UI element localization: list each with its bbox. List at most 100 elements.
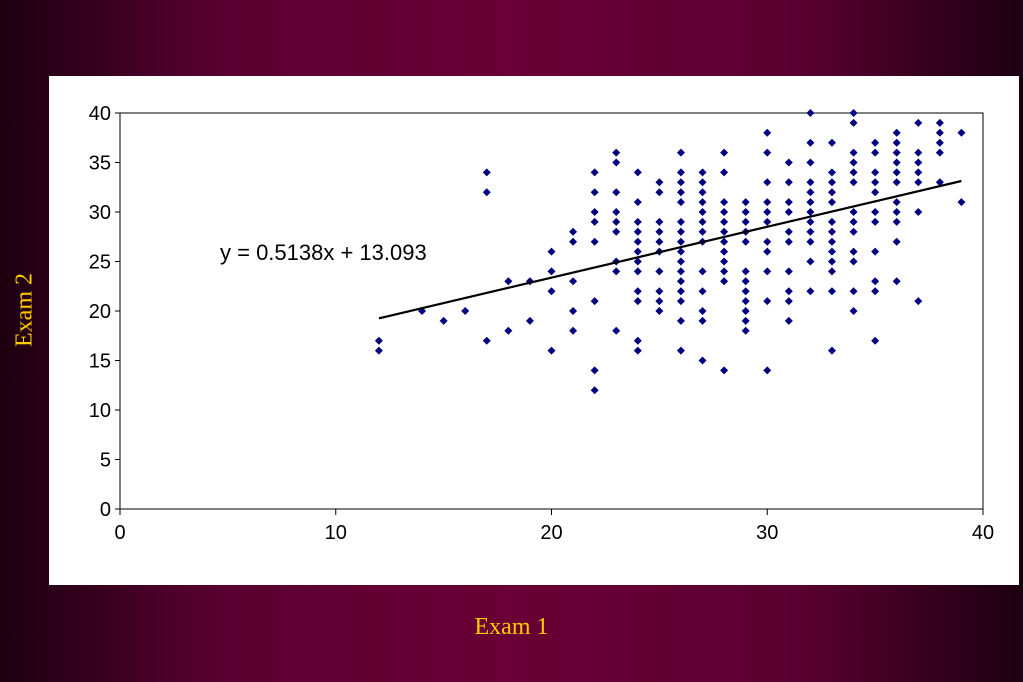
x-tick-label: 10: [325, 522, 347, 544]
data-point: [849, 208, 858, 216]
data-point: [720, 267, 729, 276]
data-point: [871, 247, 880, 256]
data-point: [914, 158, 923, 167]
data-point: [784, 297, 793, 306]
y-tick-label: 10: [89, 400, 111, 422]
data-point: [892, 277, 901, 286]
data-point: [784, 287, 793, 296]
data-point: [741, 287, 750, 296]
data-point: [504, 277, 513, 286]
data-point: [741, 307, 750, 315]
data-point: [676, 346, 685, 355]
data-point: [633, 237, 642, 246]
chart-panel: 0 5 10 15 20 25 30 35 40 0 10 20 30 40 y = 0.5138x +…: [49, 76, 1019, 585]
data-point: [827, 178, 836, 187]
data-point: [935, 148, 944, 157]
data-point: [935, 178, 944, 187]
data-point: [892, 148, 901, 157]
data-point: [720, 168, 729, 177]
data-point: [892, 168, 901, 177]
data-point: [741, 277, 750, 286]
data-point: [784, 178, 793, 187]
data-point: [806, 287, 815, 296]
data-point: [763, 148, 772, 157]
data-point: [892, 208, 901, 216]
data-point: [590, 386, 599, 395]
data-point: [590, 208, 599, 216]
data-point: [439, 316, 448, 325]
data-point: [676, 237, 685, 246]
y-tick-label: 25: [89, 252, 111, 274]
data-point: [849, 227, 858, 236]
data-point: [655, 227, 664, 236]
x-tick-label: 0: [114, 522, 125, 544]
data-point: [871, 178, 880, 187]
data-point: [827, 267, 836, 276]
data-point: [590, 217, 599, 226]
data-point: [763, 237, 772, 246]
data-point: [892, 178, 901, 187]
data-point: [698, 316, 707, 325]
data-point: [547, 247, 556, 256]
data-point: [655, 297, 664, 306]
data-point: [871, 336, 880, 345]
data-point: [935, 138, 944, 147]
data-point: [806, 198, 815, 207]
data-point: [612, 158, 621, 167]
data-point: [633, 217, 642, 226]
y-tick-label: 30: [89, 202, 111, 224]
data-point: [461, 307, 470, 315]
data-point: [806, 109, 815, 117]
data-point: [482, 188, 491, 197]
y-tick-label: 35: [89, 153, 111, 175]
data-point: [720, 208, 729, 216]
y-axis-title: Exam 2: [11, 273, 38, 347]
data-point: [547, 267, 556, 276]
data-point: [763, 366, 772, 375]
data-points: [374, 109, 966, 395]
data-point: [504, 326, 513, 335]
data-point: [935, 118, 944, 127]
data-point: [827, 287, 836, 296]
data-point: [547, 287, 556, 296]
data-point: [655, 307, 664, 315]
data-point: [827, 247, 836, 256]
data-point: [676, 168, 685, 177]
data-point: [482, 336, 491, 345]
trendline: [378, 179, 962, 320]
data-point: [849, 178, 858, 187]
data-point: [741, 316, 750, 325]
trendline-group: y = 0.5138x + 13.093: [220, 179, 962, 320]
data-point: [590, 237, 599, 246]
data-point: [784, 267, 793, 276]
data-point: [698, 188, 707, 197]
data-point: [741, 267, 750, 276]
data-point: [633, 297, 642, 306]
data-point: [698, 168, 707, 177]
x-tick-label: 40: [972, 522, 994, 544]
data-point: [676, 287, 685, 296]
data-point: [655, 178, 664, 187]
data-point: [720, 277, 729, 286]
data-point: [871, 277, 880, 286]
data-point: [892, 217, 901, 226]
y-axis: 0 5 10 15 20 25 30 35 40: [89, 103, 120, 521]
data-point: [763, 178, 772, 187]
data-point: [698, 198, 707, 207]
data-point: [871, 188, 880, 197]
data-point: [914, 208, 923, 216]
data-point: [633, 336, 642, 345]
data-point: [676, 188, 685, 197]
data-point: [871, 208, 880, 216]
data-point: [676, 267, 685, 276]
data-point: [676, 316, 685, 325]
data-point: [871, 138, 880, 147]
data-point: [698, 287, 707, 296]
data-point: [590, 366, 599, 375]
data-point: [957, 198, 966, 207]
data-point: [763, 267, 772, 276]
data-point: [763, 128, 772, 137]
data-point: [763, 198, 772, 207]
data-point: [871, 217, 880, 226]
data-point: [892, 198, 901, 207]
